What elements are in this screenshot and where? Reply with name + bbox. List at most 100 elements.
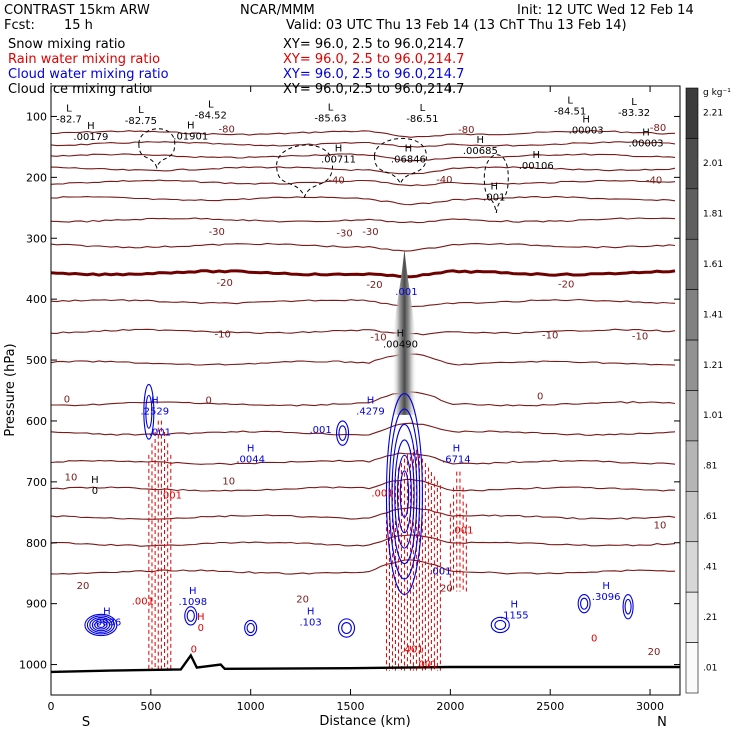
temperature-contour-line bbox=[51, 179, 676, 187]
cloud-water-contour bbox=[494, 619, 507, 631]
legend-xy: XY= 96.0, 2.5 to 96.0,214.7 bbox=[283, 52, 464, 67]
extremum-mark: H bbox=[335, 144, 343, 155]
colorbar-swatch bbox=[685, 188, 699, 240]
cloud-water-mark: H bbox=[189, 586, 197, 597]
cloud-water-contour bbox=[335, 420, 350, 446]
org-title: NCAR/MMM bbox=[240, 3, 315, 18]
contour-labels: -80 -80 -80 -40 -40 -40 -30 -30 -30 -20 -20 -20 -10 -… bbox=[56, 96, 666, 671]
temperature-label: -30 bbox=[336, 228, 352, 239]
extremum-value: 0 bbox=[92, 486, 98, 497]
fcst-label: Fcst: bbox=[4, 18, 35, 33]
extremum-mark: L bbox=[567, 96, 573, 107]
temperature-contour-line bbox=[51, 328, 676, 336]
cloud-water-mark: H bbox=[367, 395, 375, 406]
cloud-water-contour bbox=[84, 613, 118, 637]
snow-contour bbox=[373, 137, 427, 186]
colorbar-label: 2.21 bbox=[703, 109, 723, 119]
extremum-value: .001 bbox=[483, 192, 505, 203]
legend-entry: Rain water mixing ratio bbox=[8, 52, 160, 67]
fcst-value: 15 h bbox=[64, 18, 93, 33]
temperature-label: 0 bbox=[206, 395, 212, 406]
colorbar-swatch bbox=[685, 238, 699, 290]
temperature-label: -10 bbox=[632, 331, 648, 342]
cloud-water-contour bbox=[385, 392, 423, 596]
y-tick-label: 200 bbox=[26, 171, 47, 184]
cloud-water-contours bbox=[84, 383, 634, 638]
colorbar-swatch bbox=[685, 642, 699, 694]
cloud-water-contour bbox=[91, 618, 111, 632]
temperature-contours bbox=[51, 130, 676, 575]
extremum-value: .00685 bbox=[463, 146, 498, 157]
temperature-label: -80 bbox=[458, 125, 474, 136]
cloud-water-mark: H bbox=[151, 395, 159, 406]
temperature-contour-line bbox=[51, 153, 676, 162]
colorbar-swatch bbox=[685, 591, 699, 643]
cloud-water-contour bbox=[624, 598, 632, 615]
terrain-line bbox=[51, 653, 680, 674]
extremum-value: .00106 bbox=[519, 161, 554, 172]
cloud-water-contour bbox=[391, 423, 418, 565]
y-tick-label: 700 bbox=[26, 476, 47, 489]
plot-frame bbox=[50, 85, 681, 696]
y-tick-label: 900 bbox=[26, 598, 47, 611]
plot-area: -80 -80 -80 -40 -40 -40 -30 -30 -30 -20 -20 -20 -10 -… bbox=[51, 96, 680, 674]
legend-entry: Snow mixing ratio bbox=[8, 37, 125, 52]
temperature-contour-line bbox=[51, 559, 676, 575]
temperature-label: -30 bbox=[209, 227, 225, 238]
extremum-mark: L bbox=[631, 97, 637, 108]
colorbar-label: 1.01 bbox=[703, 411, 723, 421]
extremum-mark: L bbox=[138, 105, 144, 116]
temperature-label: 20 bbox=[77, 581, 90, 592]
colorbar-swatch bbox=[685, 390, 699, 442]
extremum-value: .00003 bbox=[569, 126, 604, 137]
snow-contour bbox=[483, 154, 509, 214]
y-tick-label: 800 bbox=[26, 537, 47, 550]
temperature-label: -40 bbox=[646, 175, 662, 186]
cloud-water-value: .0044 bbox=[236, 454, 265, 465]
cloud-ice-plume bbox=[392, 249, 417, 415]
temperature-label: 10 bbox=[222, 476, 235, 487]
temperature-label: -80 bbox=[650, 123, 666, 134]
x-tick-label: 1500 bbox=[337, 700, 365, 713]
cloud-water-contour bbox=[184, 606, 198, 626]
cloud-water-contour bbox=[86, 615, 115, 635]
cloud-water-contour bbox=[96, 621, 106, 628]
cloud-water-contour bbox=[89, 617, 113, 633]
cloud-water-contour bbox=[341, 621, 352, 635]
cloud-water-contour bbox=[580, 597, 589, 610]
cloud-water-value: .2529 bbox=[141, 406, 170, 417]
colorbar-label: .81 bbox=[703, 462, 717, 472]
extremum-mark: H bbox=[91, 475, 99, 486]
temperature-contour-line bbox=[51, 141, 676, 148]
colorbar-swatch bbox=[685, 440, 699, 492]
extremum-mark: H bbox=[491, 181, 499, 192]
extremum-value: -84.51 bbox=[554, 107, 586, 118]
snow-contours bbox=[138, 128, 509, 214]
x-tick-label: 500 bbox=[140, 700, 161, 713]
rain-value: .001 bbox=[371, 488, 393, 499]
snow-contour bbox=[276, 144, 334, 199]
colorbar: 2.21 2.01 1.81 1.61 1.41 1.21 1.01 .81 .61 .41 .21… bbox=[685, 87, 723, 694]
cloud-water-contour bbox=[394, 439, 415, 549]
legend-xy: XY= 96.0, 2.5 to 96.0,214.7 bbox=[283, 67, 464, 82]
y-tick-label: 600 bbox=[26, 415, 47, 428]
colorbar-label: .41 bbox=[703, 562, 717, 572]
colorbar-unit: g kg⁻¹ bbox=[703, 88, 731, 98]
extremum-mark: L bbox=[328, 102, 334, 113]
cloud-water-value: .001 bbox=[395, 287, 417, 298]
legend-xy: XY= 96.0, 2.5 to 96.0,214.7 bbox=[283, 82, 464, 97]
colorbar-label: 1.21 bbox=[703, 361, 723, 371]
x-start-label: S bbox=[82, 715, 90, 730]
colorbar-swatch bbox=[685, 339, 699, 391]
temperature-label: -40 bbox=[328, 175, 344, 186]
extremum-mark: H bbox=[397, 328, 405, 339]
zero-isotherm-line bbox=[51, 269, 676, 279]
colorbar-label: 1.41 bbox=[703, 310, 723, 320]
cloud-water-contour bbox=[396, 454, 412, 534]
colorbar-label: 1.81 bbox=[703, 210, 723, 220]
cloud-water-value: .1098 bbox=[178, 597, 207, 608]
colorbar-swatch bbox=[685, 289, 699, 341]
temperature-contour-line bbox=[51, 506, 676, 520]
init-time: Init: 12 UTC Wed 12 Feb 14 bbox=[517, 3, 694, 18]
extremum-mark: H bbox=[187, 121, 195, 132]
